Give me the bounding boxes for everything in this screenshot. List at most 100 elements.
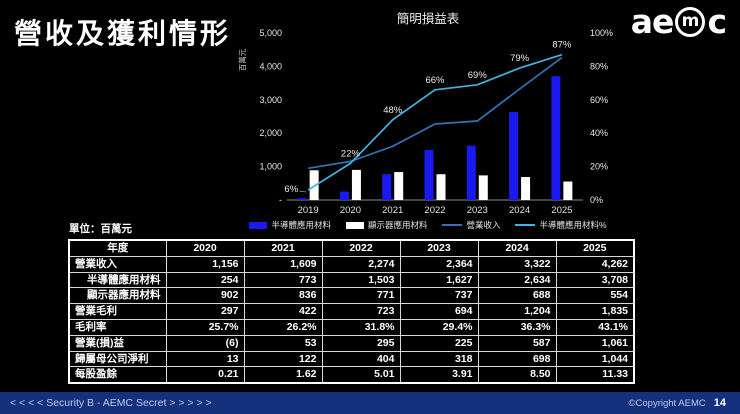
table-cell: 1,156 bbox=[165, 255, 245, 273]
bar-半導體應用材料 bbox=[339, 191, 349, 200]
financial-table: 年度 2020 2021 2022 2023 2024 2025 營業收入 1,156 1,60… bbox=[68, 239, 635, 385]
table-row: 半導體應用材料 254 773 1,503 1,627 2,634 3,708 bbox=[68, 271, 635, 289]
left-axis-tick: 1,000 bbox=[259, 162, 282, 172]
table-cell: 1,061 bbox=[555, 334, 635, 352]
table-cell: 13 bbox=[165, 350, 245, 368]
table-cell: 1,609 bbox=[243, 255, 323, 273]
x-axis-tick: 2025 bbox=[551, 205, 572, 216]
table-cell: 688 bbox=[477, 287, 557, 305]
table-cell: 773 bbox=[243, 271, 323, 289]
line-data-label: 48% bbox=[383, 105, 403, 116]
table-cell: 554 bbox=[555, 287, 635, 305]
page-number: 14 bbox=[713, 397, 726, 409]
legend-label: 半導體應用材料 bbox=[271, 220, 331, 230]
line-data-label: 87% bbox=[552, 40, 572, 51]
page-title: 營收及獲利情形 bbox=[14, 18, 232, 49]
table-cell: 1,044 bbox=[555, 350, 635, 368]
table-header-cell: 2023 bbox=[399, 239, 479, 257]
right-axis-tick: 60% bbox=[590, 95, 608, 105]
table-header-cell: 2024 bbox=[477, 239, 557, 257]
bar-顯示器應用材料 bbox=[351, 169, 361, 200]
table-cell: 25.7% bbox=[165, 318, 245, 336]
chart-title: 簡明損益表 bbox=[396, 12, 460, 26]
table-cell: 36.3% bbox=[477, 318, 557, 336]
table-cell: 723 bbox=[321, 303, 401, 320]
logo-text-left: ae bbox=[630, 2, 675, 41]
table-header-cell: 2022 bbox=[321, 239, 401, 257]
table-cell: 26.2% bbox=[243, 318, 323, 336]
table-cell: 1,835 bbox=[555, 303, 635, 320]
row-label: 顯示器應用材料 bbox=[68, 287, 167, 305]
row-label: 營業(損)益 bbox=[68, 334, 167, 352]
table-cell: 3,708 bbox=[555, 271, 635, 289]
table-row: 營業收入 1,156 1,609 2,274 2,364 3,322 4,262 bbox=[68, 255, 635, 273]
logo-text-right: c bbox=[707, 2, 727, 41]
legend-label: 營業收入 bbox=[466, 220, 501, 230]
chart-legend: 半導體應用材料 顯示器應用材料 營業收入 半導體應用材料% bbox=[202, 219, 654, 231]
bar-顯示器應用材料 bbox=[436, 174, 446, 200]
bar-半導體應用材料 bbox=[424, 149, 434, 200]
table-header: 年度 2020 2021 2022 2023 2024 2025 bbox=[68, 239, 635, 257]
bar-半導體應用材料 bbox=[297, 198, 307, 200]
legend-label: 顯示器應用材料 bbox=[367, 220, 428, 230]
table-cell: 295 bbox=[321, 334, 401, 352]
left-axis-tick: 4,000 bbox=[259, 61, 282, 71]
table-cell: 31.8% bbox=[321, 318, 401, 336]
table-cell: 771 bbox=[321, 287, 401, 305]
logo-circled-m-icon: m bbox=[675, 6, 706, 37]
table-cell: 694 bbox=[399, 303, 479, 320]
table-cell: 587 bbox=[477, 334, 557, 352]
table-header-cell: 年度 bbox=[68, 239, 167, 257]
legend-line-swatch-icon bbox=[442, 223, 463, 227]
table-cell: 3,322 bbox=[477, 255, 557, 273]
table-header-row: 年度 2020 2021 2022 2023 2024 2025 bbox=[68, 239, 635, 257]
table-body: 營業收入 1,156 1,609 2,274 2,364 3,322 4,262 半導體應用材… bbox=[68, 255, 635, 384]
table-cell: 5.01 bbox=[321, 366, 401, 384]
footer-right: ©Copyright AEMC 14 bbox=[629, 397, 726, 409]
row-label: 半導體應用材料 bbox=[68, 271, 167, 289]
legend-item: 營業收入 bbox=[442, 219, 500, 231]
line-半導體應用材料% bbox=[307, 53, 563, 191]
table-cell: 122 bbox=[243, 350, 323, 368]
x-axis-tick: 2023 bbox=[467, 205, 488, 216]
bar-半導體應用材料 bbox=[509, 112, 519, 200]
line-data-label: 79% bbox=[510, 53, 530, 64]
table-cell: 318 bbox=[399, 350, 479, 368]
bar-半導體應用材料 bbox=[382, 174, 392, 200]
row-label: 毛利率 bbox=[68, 318, 167, 336]
right-axis-tick: 0% bbox=[590, 195, 603, 205]
row-label: 營業毛利 bbox=[68, 303, 167, 320]
right-axis-tick: 40% bbox=[590, 128, 608, 138]
line-data-label: 6% bbox=[284, 184, 298, 195]
security-label: < < < < Security B - AEMC Secret > > > >… bbox=[10, 397, 212, 409]
table-cell: 297 bbox=[165, 303, 245, 320]
legend-item: 顯示器應用材料 bbox=[345, 219, 428, 231]
left-axis-tick: 2,000 bbox=[259, 128, 282, 138]
aemc-logo: ae m c bbox=[630, 2, 727, 41]
table-cell: 2,634 bbox=[477, 271, 557, 289]
table-cell: 29.4% bbox=[399, 318, 479, 336]
footer-bar: < < < < Security B - AEMC Secret > > > >… bbox=[0, 392, 740, 414]
right-axis-tick: 80% bbox=[590, 61, 608, 71]
label-leader-line bbox=[299, 190, 307, 193]
unit-label: 單位：百萬元 bbox=[69, 223, 132, 235]
table-cell: 0.21 bbox=[165, 366, 245, 384]
row-label: 每股盈餘 bbox=[68, 366, 167, 384]
table-cell: 698 bbox=[477, 350, 557, 368]
table-cell: 4,262 bbox=[555, 255, 635, 273]
table-row: 歸屬母公司淨利 13 122 404 318 698 1,044 bbox=[68, 350, 635, 368]
table-cell: (6) bbox=[165, 334, 245, 352]
table-row: 毛利率 25.7% 26.2% 31.8% 29.4% 36.3% 43.1% bbox=[68, 318, 635, 336]
bar-顯示器應用材料 bbox=[478, 175, 488, 200]
legend-item: 半導體應用材料% bbox=[515, 219, 607, 231]
table-cell: 836 bbox=[243, 287, 323, 305]
left-axis-tick: - bbox=[279, 195, 282, 205]
table-row: 顯示器應用材料 902 836 771 737 688 554 bbox=[68, 287, 635, 305]
table-row: 營業毛利 297 422 723 694 1,204 1,835 bbox=[68, 303, 635, 320]
table-cell: 1,627 bbox=[399, 271, 479, 289]
line-營業收入 bbox=[308, 56, 563, 170]
table-cell: 8.50 bbox=[477, 366, 557, 384]
bar-顯示器應用材料 bbox=[394, 172, 404, 200]
x-axis-tick: 2024 bbox=[509, 205, 530, 216]
table-header-cell: 2025 bbox=[555, 239, 635, 257]
